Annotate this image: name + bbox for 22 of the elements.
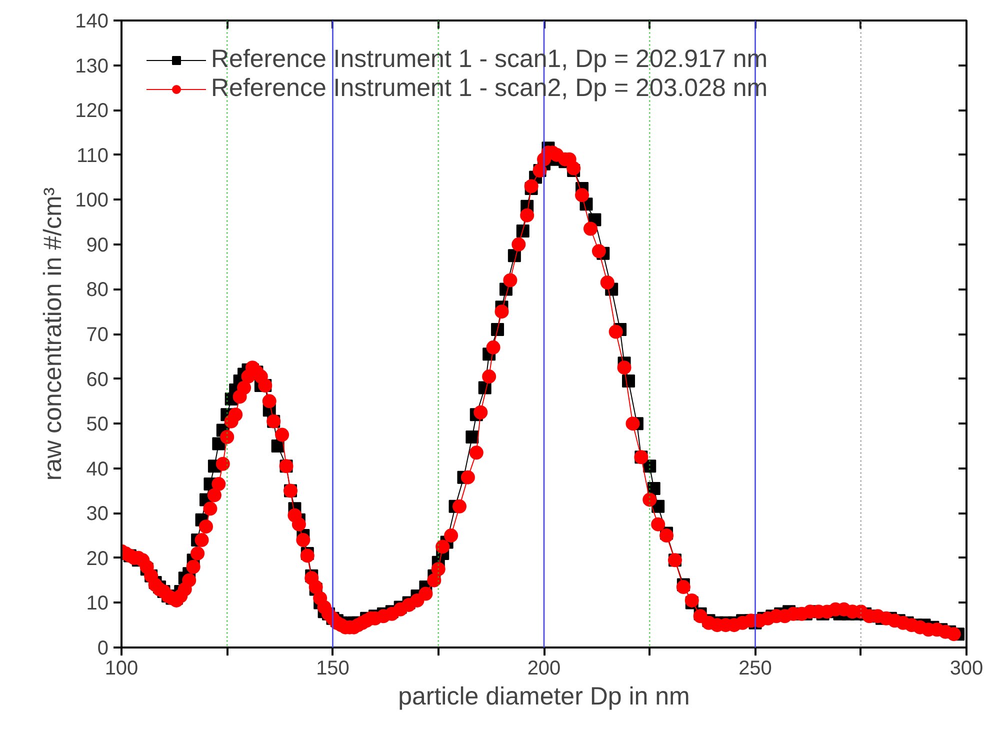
x-tick-label: 300	[950, 658, 984, 680]
y-tick-label: 20	[86, 548, 109, 570]
x-tick-label: 200	[527, 658, 561, 680]
x-axis-title: particle diameter Dp in nm	[398, 682, 690, 710]
y-tick-label: 120	[75, 100, 109, 122]
y-tick-label: 50	[86, 414, 109, 436]
y-tick-label: 110	[76, 144, 109, 167]
y-tick-label: 0	[97, 638, 108, 660]
y-tick-label: 70	[86, 324, 109, 346]
y-tick-label: 100	[75, 190, 109, 212]
y-tick-label: 80	[86, 279, 109, 302]
y-tick-label: 90	[86, 234, 109, 256]
y-tick-label: 10	[86, 592, 109, 615]
y-tick-label: 30	[86, 503, 109, 526]
y-tick-label: 40	[86, 458, 109, 480]
y-tick-label: 60	[86, 368, 109, 391]
x-tick-label: 150	[316, 658, 350, 680]
y-axis-title: raw concentration in #/cm³	[39, 187, 68, 481]
x-tick-label: 100	[104, 658, 138, 680]
y-tick-label: 140	[75, 10, 109, 32]
x-tick-label: 250	[738, 658, 772, 680]
y-tick-label: 130	[75, 55, 109, 78]
